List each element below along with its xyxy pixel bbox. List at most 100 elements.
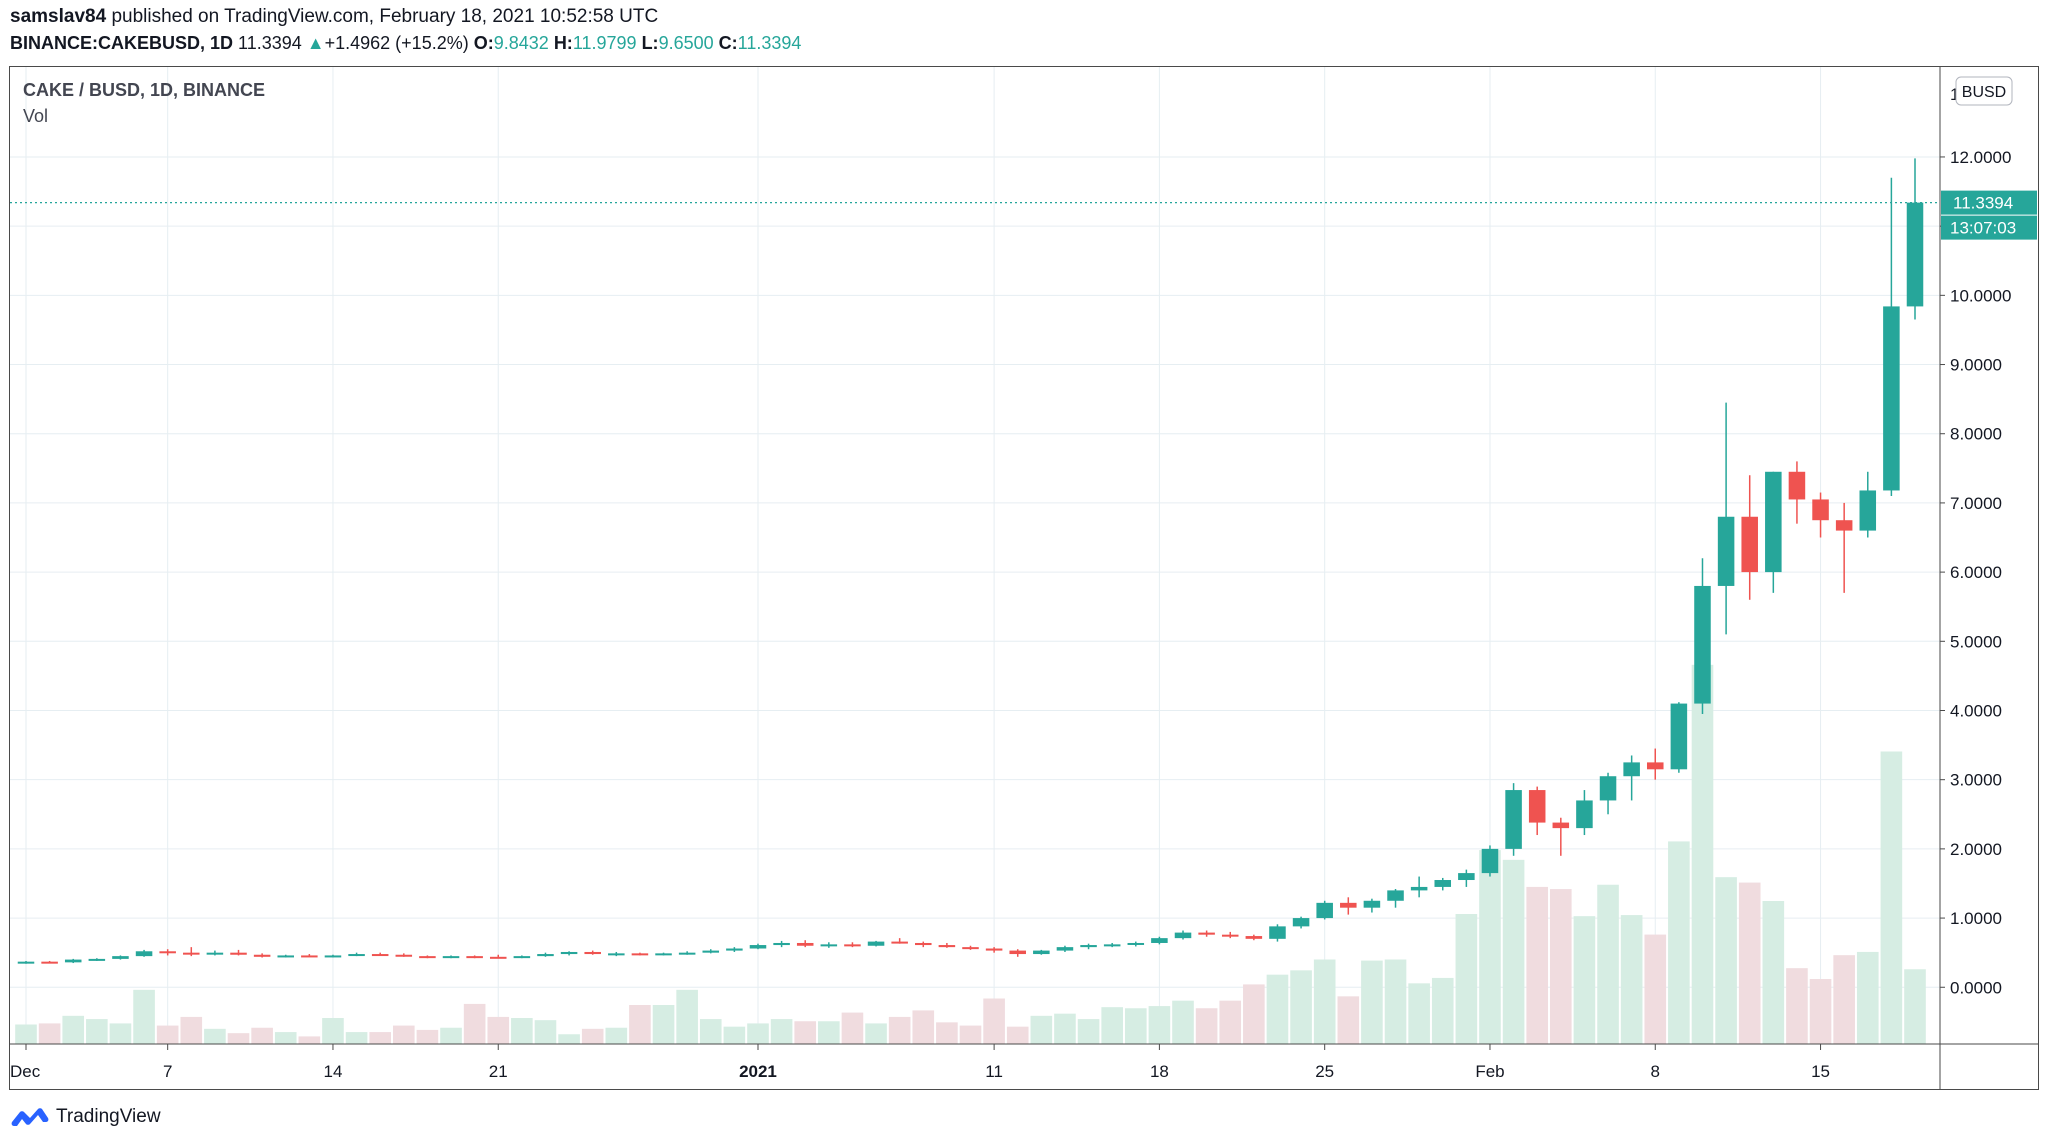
candle-body: [513, 956, 531, 959]
y-tick-label: 12.0000: [1950, 148, 2011, 167]
x-tick-label: 25: [1315, 1062, 1334, 1081]
volume-legend[interactable]: Vol: [23, 106, 49, 126]
volume-bar: [86, 1019, 108, 1044]
candle-body: [1694, 585, 1711, 704]
candle-body: [230, 952, 247, 955]
candle-body: [1481, 848, 1499, 874]
candle-body: [1883, 306, 1900, 491]
volume-bar: [1809, 979, 1832, 1044]
grid-lines: [10, 67, 1940, 1044]
candle-body: [1080, 945, 1097, 948]
candle-body: [324, 955, 342, 958]
volume-bar: [204, 1028, 226, 1044]
candle-body: [1387, 890, 1404, 901]
tradingview-logo-icon: [11, 1108, 49, 1126]
volume-bar: [133, 989, 155, 1044]
candle-body: [655, 953, 672, 956]
volume-bar: [1384, 959, 1407, 1044]
candle-body: [1670, 703, 1688, 770]
candle-body: [1906, 202, 1924, 307]
axes: 12.0000 1 1.0000 10.0000 9.0000 8.0000 7.0000 6…: [10, 67, 2038, 1089]
volume-bar: [463, 1003, 486, 1044]
volume-bar: [511, 1018, 533, 1044]
candle-body: [702, 950, 720, 953]
candle-body: [1576, 800, 1593, 829]
volume-bar: [1361, 960, 1383, 1044]
low-label: L:: [641, 33, 659, 53]
volume-bar: [1455, 914, 1478, 1044]
volume-bar: [440, 1027, 462, 1044]
volume-bar: [322, 1018, 344, 1044]
candle-body: [1056, 947, 1074, 951]
volume-bar: [983, 998, 1005, 1044]
volume-bar: [1833, 955, 1855, 1044]
symbol-line: BINANCE:CAKEBUSD, 1D 11.3394 ▲+1.4962 (+…: [10, 33, 801, 54]
open-value: 9.8432: [493, 33, 549, 53]
y-tick-label-partial: 1: [1950, 85, 1959, 104]
candle-body: [1717, 516, 1735, 586]
change-up-icon: ▲: [306, 33, 325, 53]
candle-body: [395, 954, 413, 957]
volume-bar: [676, 989, 698, 1044]
candle-body: [915, 942, 932, 946]
candle-body: [1245, 936, 1263, 939]
tradingview-brand[interactable]: TradingView: [10, 1104, 161, 1130]
y-tick-label: 10.0000: [1950, 286, 2011, 305]
x-tick-label: Feb: [1475, 1062, 1504, 1081]
candle-body: [159, 951, 176, 954]
volume-bar: [959, 1025, 982, 1044]
volume-bar: [1715, 877, 1737, 1044]
volume-bar: [699, 1019, 722, 1044]
volume-bar: [1219, 1000, 1242, 1044]
volume-bar: [1880, 751, 1903, 1044]
candle-body: [88, 958, 106, 961]
candle-body: [1623, 762, 1640, 777]
volume-bar: [15, 1024, 37, 1044]
candle-body: [1788, 471, 1806, 500]
volume-bar: [392, 1025, 415, 1044]
volume-bar: [794, 1021, 817, 1044]
y-tick-label: 1.0000: [1950, 909, 2002, 928]
candle-body: [891, 941, 908, 944]
candle-body: [1859, 490, 1877, 531]
candle-body: [253, 954, 271, 957]
candle-body: [1835, 520, 1853, 531]
candle-body: [1410, 886, 1428, 891]
volume-bar: [1408, 983, 1430, 1044]
y-tick-label: 7.0000: [1950, 494, 2002, 513]
candle-body: [442, 956, 460, 959]
volume-bar: [180, 1016, 203, 1044]
candle-body: [1505, 790, 1522, 849]
candle-body: [41, 961, 58, 964]
price-tag-box: [1941, 190, 2037, 215]
currency-badge-box: [1955, 76, 2013, 106]
candle-body: [1221, 934, 1239, 937]
volume-bar: [534, 1020, 557, 1044]
candle-body: [608, 953, 625, 956]
volume-bar: [251, 1027, 273, 1044]
author-name: samslav84: [10, 6, 107, 27]
candle-body: [64, 959, 82, 963]
candle-body: [348, 954, 365, 957]
volume-bar: [227, 1033, 250, 1044]
volume-bar: [1668, 841, 1690, 1044]
chart-legend-title[interactable]: CAKE / BUSD, 1D, BINANCE: [23, 80, 266, 100]
x-tick-label: 14: [324, 1062, 343, 1081]
volume-bar: [1148, 1006, 1171, 1044]
volume-bar: [1620, 915, 1643, 1044]
x-tick-label: 21: [489, 1062, 508, 1081]
volume-bar: [865, 1023, 887, 1044]
candle-body: [1599, 776, 1617, 801]
candles: [17, 158, 1924, 964]
candle-body: [183, 952, 200, 955]
y-tick-label: 0.0000: [1950, 978, 2002, 997]
published-text: published on TradingView.com, February 1…: [111, 6, 659, 27]
candle-body: [419, 956, 436, 959]
candle-body: [631, 953, 649, 956]
symbol-name: BINANCE:CAKEBUSD, 1D: [10, 33, 234, 53]
volume-bar: [416, 1029, 439, 1044]
candle-body: [1765, 471, 1782, 573]
candle-body: [938, 945, 956, 948]
volume-bar: [1077, 1019, 1100, 1044]
